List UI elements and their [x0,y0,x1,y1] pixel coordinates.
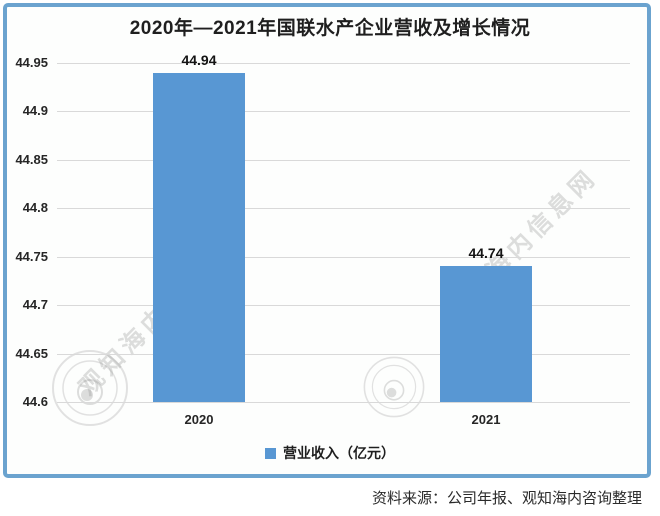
x-axis-tick-label: 2021 [471,412,501,427]
legend-swatch-icon [265,447,276,459]
data-label: 44.74 [468,245,504,262]
y-axis-tick-label: 44.95 [15,55,48,70]
gridline [57,63,630,64]
y-axis-tick-label: 44.65 [15,345,48,361]
gridline [57,208,630,210]
gridline [57,111,630,113]
bar-2020 [153,72,245,402]
gridline [57,159,630,161]
chart-frame [3,3,651,478]
bar-2021 [440,266,532,402]
gridline [57,402,630,403]
y-axis-tick-label: 44.6 [22,394,48,409]
y-axis-tick-label: 44.9 [22,103,48,119]
gridline [57,353,630,355]
legend: 营业收入（亿元） [0,443,660,463]
x-axis-tick-label: 2020 [184,412,214,427]
legend-label: 营业收入（亿元） [283,445,395,461]
source-note: 资料来源：公司年报、观知海内咨询整理 [371,490,642,507]
y-axis-tick-label: 44.75 [15,248,48,264]
gridline [57,256,630,258]
y-axis-tick-label: 44.8 [22,200,48,216]
y-axis-tick-label: 44.85 [15,151,48,167]
gridline [57,305,630,307]
chart-title: 2020年—2021年国联水产企业营收及增长情况 [129,18,531,39]
y-axis-tick-label: 44.7 [22,297,48,313]
data-label: 44.94 [181,51,217,68]
